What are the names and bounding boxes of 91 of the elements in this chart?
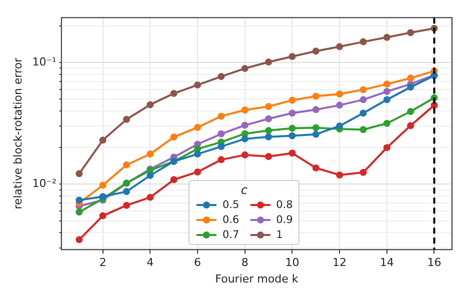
point <box>288 110 296 117</box>
point <box>407 122 414 130</box>
point <box>336 43 344 50</box>
point <box>76 208 83 216</box>
x-tick-label: 14 <box>380 256 394 270</box>
point <box>407 29 414 36</box>
point <box>312 130 320 138</box>
legend-label: 0.8 <box>276 198 293 210</box>
point <box>312 124 320 132</box>
point <box>407 74 414 82</box>
point <box>360 38 367 46</box>
y-tick-label: 10⁻¹ <box>32 55 56 68</box>
point <box>170 90 178 97</box>
point <box>241 122 248 129</box>
point <box>336 122 344 130</box>
x-tick-label: 6 <box>194 256 202 270</box>
point <box>146 172 154 179</box>
point <box>336 172 344 178</box>
y-axis-title: relative block-rotation error <box>11 57 24 210</box>
point <box>194 168 202 176</box>
point <box>99 182 106 189</box>
legend-label: 0.7 <box>222 228 240 240</box>
x-axis-title: Fourier mode k <box>215 272 299 286</box>
point <box>288 150 296 157</box>
point <box>383 88 390 95</box>
legend-label: 0.9 <box>276 214 293 226</box>
point <box>241 135 248 142</box>
point <box>146 194 154 201</box>
point <box>312 106 320 114</box>
point <box>265 115 272 122</box>
point <box>360 86 367 94</box>
point <box>218 156 225 164</box>
point <box>383 96 390 104</box>
point <box>241 64 248 72</box>
point <box>383 34 390 41</box>
legend-label: 0.6 <box>222 214 240 226</box>
point <box>76 236 83 244</box>
point <box>407 108 414 115</box>
x-tick-label: 8 <box>241 256 248 270</box>
point <box>312 164 320 172</box>
point <box>241 151 248 158</box>
point <box>76 196 83 204</box>
point <box>360 96 367 104</box>
point <box>170 134 178 141</box>
point <box>288 132 296 140</box>
point <box>265 58 272 66</box>
point <box>123 188 130 196</box>
point <box>123 116 130 123</box>
point <box>383 120 390 127</box>
point <box>194 124 202 131</box>
legend-title: c <box>240 183 248 197</box>
point <box>218 130 225 138</box>
point <box>76 170 83 178</box>
legend-label: 0.5 <box>222 198 240 210</box>
x-tick-label: 10 <box>285 256 300 270</box>
point <box>312 92 320 100</box>
point <box>360 110 367 117</box>
legend-label: 1 <box>276 228 283 240</box>
point <box>146 150 154 158</box>
point <box>336 102 344 109</box>
point <box>218 143 225 150</box>
point <box>288 96 296 104</box>
point <box>383 80 390 88</box>
point <box>360 126 367 134</box>
point <box>265 152 272 160</box>
point <box>360 168 367 176</box>
x-tick-label: 16 <box>427 256 442 270</box>
point <box>288 124 296 132</box>
point <box>265 127 272 134</box>
x-tick-label: 12 <box>332 256 347 270</box>
point <box>265 133 272 140</box>
point <box>218 112 225 120</box>
point <box>99 212 106 220</box>
point <box>288 53 296 60</box>
x-tick-label: 2 <box>99 256 106 270</box>
point <box>194 150 202 158</box>
point <box>241 106 248 114</box>
point <box>146 101 154 108</box>
point <box>265 103 272 110</box>
point <box>407 84 414 91</box>
point <box>218 73 225 80</box>
point <box>383 144 390 152</box>
point <box>194 81 202 88</box>
point <box>123 161 130 168</box>
point <box>312 48 320 55</box>
point <box>336 90 344 98</box>
point <box>99 136 106 144</box>
x-tick-label: 4 <box>146 256 154 270</box>
point <box>170 176 178 184</box>
point <box>123 202 130 209</box>
y-tick-label: 10⁻² <box>32 177 56 190</box>
